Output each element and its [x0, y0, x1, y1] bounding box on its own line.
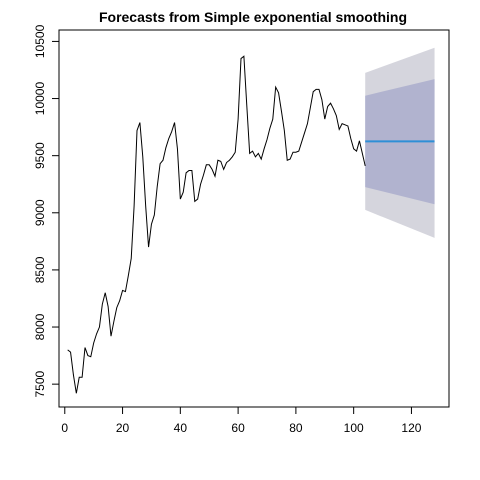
y-tick-label: 9000 — [33, 199, 47, 226]
prediction-intervals — [365, 47, 435, 238]
x-tick-label: 120 — [401, 421, 421, 435]
x-tick-label: 60 — [231, 421, 245, 435]
y-tick-label: 7500 — [33, 370, 47, 397]
observed-series-line — [67, 55, 366, 394]
series-lines — [67, 55, 435, 394]
x-tick-label: 0 — [61, 421, 68, 435]
y-tick-label: 8500 — [33, 256, 47, 283]
y-tick-label: 10500 — [33, 24, 47, 58]
x-tick-label: 40 — [174, 421, 188, 435]
x-tick-label: 20 — [116, 421, 130, 435]
y-tick-label: 10000 — [33, 82, 47, 116]
y-axis: 7500 8000 8500 9000 9500 10000 10500 — [33, 24, 60, 398]
x-tick-label: 100 — [344, 421, 364, 435]
y-tick-label: 8000 — [33, 313, 47, 340]
chart-title: Forecasts from Simple exponential smooth… — [99, 9, 407, 25]
x-tick-label: 80 — [289, 421, 303, 435]
x-axis: 0 20 40 60 80 100 120 — [61, 406, 422, 435]
y-tick-label: 9500 — [33, 142, 47, 169]
